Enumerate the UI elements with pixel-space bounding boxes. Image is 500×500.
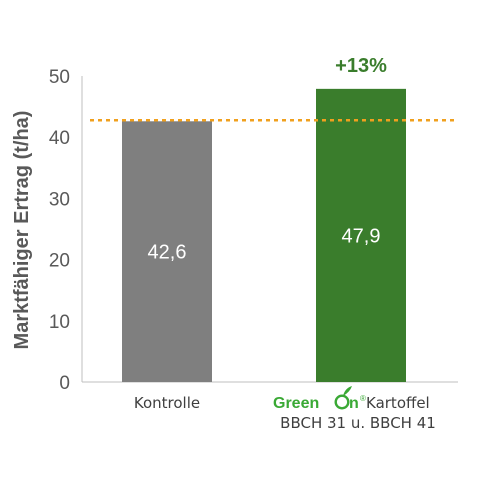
percent-increase-annotation: +13% xyxy=(335,55,387,77)
bar xyxy=(316,88,406,383)
y-tick-label: 40 xyxy=(49,128,70,149)
bars xyxy=(122,88,406,383)
data-labels: 42,6 47,9 xyxy=(148,225,381,263)
y-axis-title: Marktfähiger Ertrag (t/ha) xyxy=(11,111,33,350)
y-ticks: 0 10 20 30 40 50 xyxy=(49,67,70,394)
greenon-brand-green: Green xyxy=(273,395,319,412)
greenon-logo-icon xyxy=(334,386,352,410)
category-label-greenon: Green n ® Kartoffel xyxy=(273,386,430,412)
greenon-brand-line: Green xyxy=(273,395,319,412)
greenon-brand-n-text: n xyxy=(349,395,359,412)
y-tick-label: 20 xyxy=(49,251,70,272)
bar-value-label: 42,6 xyxy=(148,242,187,264)
category-label-kartoffel: Kartoffel xyxy=(366,394,430,412)
y-tick-label: 0 xyxy=(59,373,70,394)
bar xyxy=(122,121,212,383)
bar-value-label: 47,9 xyxy=(342,225,381,247)
category-label-kontrolle: Kontrolle xyxy=(134,394,200,412)
y-tick-label: 50 xyxy=(49,67,70,88)
y-tick-label: 10 xyxy=(49,312,70,333)
greenon-brand-n: n xyxy=(349,395,359,412)
category-label-bbch: BBCH 31 u. BBCH 41 xyxy=(280,414,436,432)
registered-mark: ® xyxy=(360,394,366,403)
y-tick-label: 30 xyxy=(49,189,70,210)
